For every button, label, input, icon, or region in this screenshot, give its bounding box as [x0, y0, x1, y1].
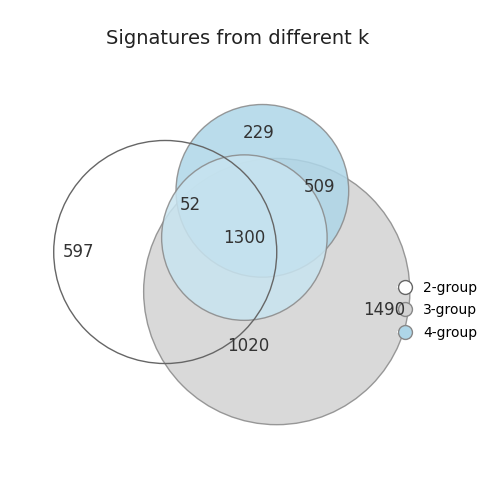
- Text: 52: 52: [180, 196, 201, 214]
- Circle shape: [162, 155, 327, 321]
- Text: 229: 229: [243, 124, 275, 142]
- Legend: 2-group, 3-group, 4-group: 2-group, 3-group, 4-group: [392, 274, 484, 347]
- Text: 1300: 1300: [223, 229, 266, 246]
- Circle shape: [176, 104, 349, 277]
- Text: 1490: 1490: [363, 300, 406, 319]
- Text: 1020: 1020: [227, 337, 269, 354]
- Circle shape: [144, 158, 410, 425]
- Text: 597: 597: [63, 243, 95, 261]
- Text: 509: 509: [304, 178, 336, 196]
- Title: Signatures from different k: Signatures from different k: [105, 29, 369, 48]
